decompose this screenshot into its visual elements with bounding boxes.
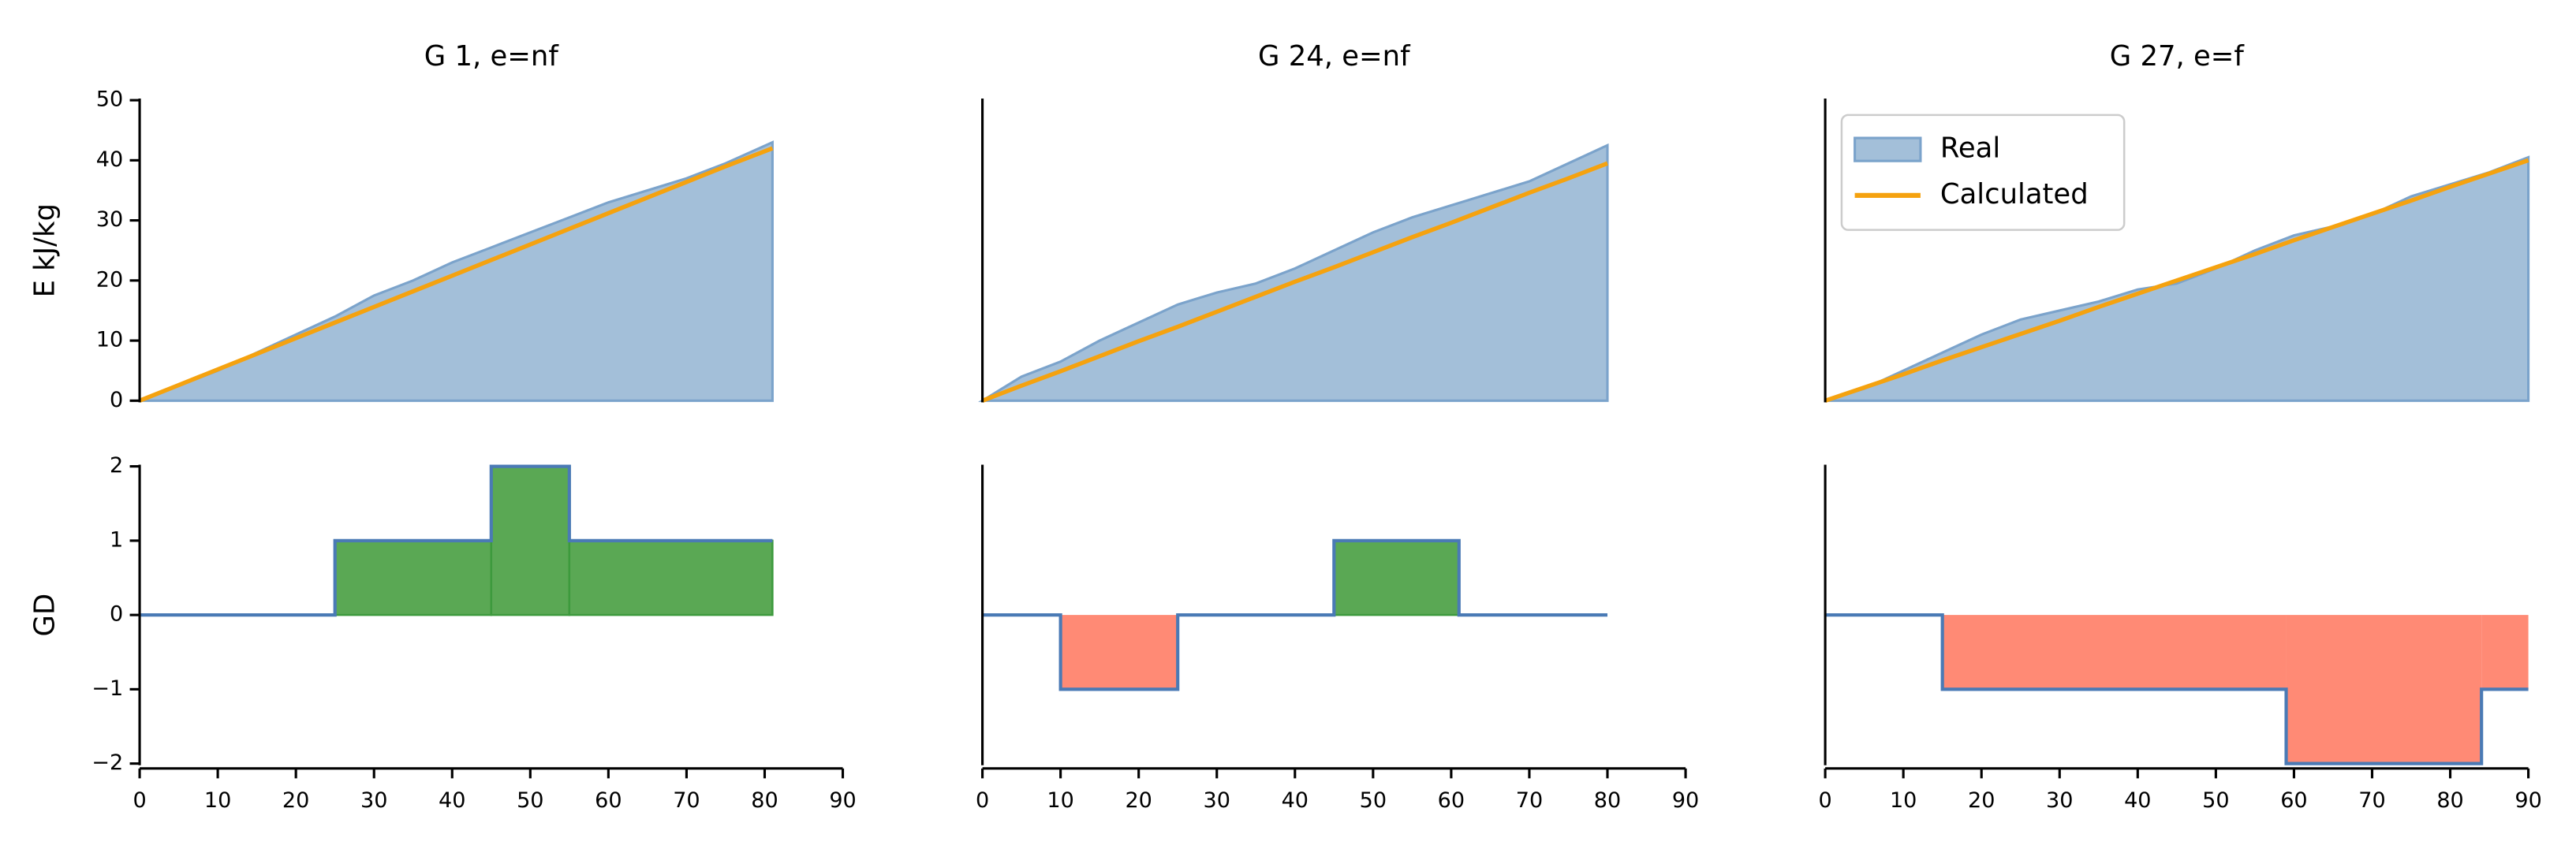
y-tick-label: 0 <box>110 602 123 627</box>
y-tick-label: 2 <box>110 453 123 478</box>
gd-step-line <box>1825 613 2529 765</box>
panel-title: G 27, e=f <box>2110 40 2246 73</box>
gd-step-line <box>140 464 773 617</box>
x-tick-label: 70 <box>2358 788 2385 813</box>
x-tick-label: 40 <box>439 788 465 813</box>
x-tick-label: 10 <box>1047 788 1073 813</box>
x-tick-label: 80 <box>1594 788 1621 813</box>
y-tick-label: 1 <box>110 527 123 552</box>
x-tick-label: 30 <box>360 788 387 813</box>
y-tick-label: 40 <box>96 147 123 172</box>
gd-fill <box>1942 615 2287 690</box>
legend-swatch <box>1854 136 1922 162</box>
gd-fill <box>334 539 493 616</box>
x-tick-label: 90 <box>1672 788 1699 813</box>
gd-fill <box>2286 615 2482 764</box>
x-tick-label: 50 <box>1360 788 1387 813</box>
x-tick-label: 50 <box>517 788 543 813</box>
x-tick-label: 80 <box>751 788 778 813</box>
y-tick-label: 50 <box>96 88 123 112</box>
x-tick-label: 20 <box>1125 788 1152 813</box>
x-tick-label: 60 <box>2280 788 2307 813</box>
x-tick-label: 20 <box>1968 788 1995 813</box>
x-tick-label: 90 <box>2514 788 2541 813</box>
x-tick-label: 40 <box>2124 788 2151 813</box>
legend-label: Real <box>1940 132 2000 165</box>
y-tick-label: −1 <box>91 676 123 701</box>
y-axis-label: E kJ/kg <box>28 203 61 297</box>
gd-fill <box>568 539 774 616</box>
x-tick-label: 50 <box>2202 788 2229 813</box>
x-tick-label: 30 <box>2046 788 2073 813</box>
y-axis-label: GD <box>28 594 61 637</box>
calculated-line <box>1824 158 2529 403</box>
x-tick-label: 20 <box>282 788 309 813</box>
x-tick-label: 70 <box>1516 788 1543 813</box>
y-tick-label: 20 <box>96 267 123 292</box>
x-tick-label: 0 <box>1819 788 1832 813</box>
legend: Real Calculated <box>1840 114 2126 231</box>
calculated-line <box>981 161 1608 403</box>
x-tick-label: 90 <box>829 788 856 813</box>
x-tick-label: 30 <box>1204 788 1230 813</box>
x-tick-label: 0 <box>133 788 146 813</box>
x-tick-label: 70 <box>673 788 700 813</box>
panel-title: G 24, e=nf <box>1258 40 1411 73</box>
gd-fill <box>1060 615 1178 690</box>
legend-label: Calculated <box>1940 178 2089 210</box>
x-tick-label: 60 <box>595 788 622 813</box>
calculated-line <box>139 146 774 403</box>
x-tick-label: 40 <box>1282 788 1309 813</box>
y-tick-label: 30 <box>96 207 123 232</box>
y-tick-label: 0 <box>110 388 123 412</box>
x-tick-label: 60 <box>1438 788 1465 813</box>
x-tick-label: 80 <box>2436 788 2463 813</box>
y-tick-label: −2 <box>91 750 123 775</box>
panel-title: G 1, e=nf <box>424 40 560 73</box>
gd-step-line <box>982 538 1608 691</box>
x-tick-label: 10 <box>1890 788 1917 813</box>
gd-fill <box>1333 539 1461 616</box>
x-tick-label: 0 <box>976 788 989 813</box>
y-tick-label: 10 <box>96 328 123 352</box>
gd-fill <box>2481 615 2529 690</box>
gd-fill <box>490 465 571 616</box>
real-area <box>978 143 1609 402</box>
x-tick-label: 10 <box>204 788 231 813</box>
